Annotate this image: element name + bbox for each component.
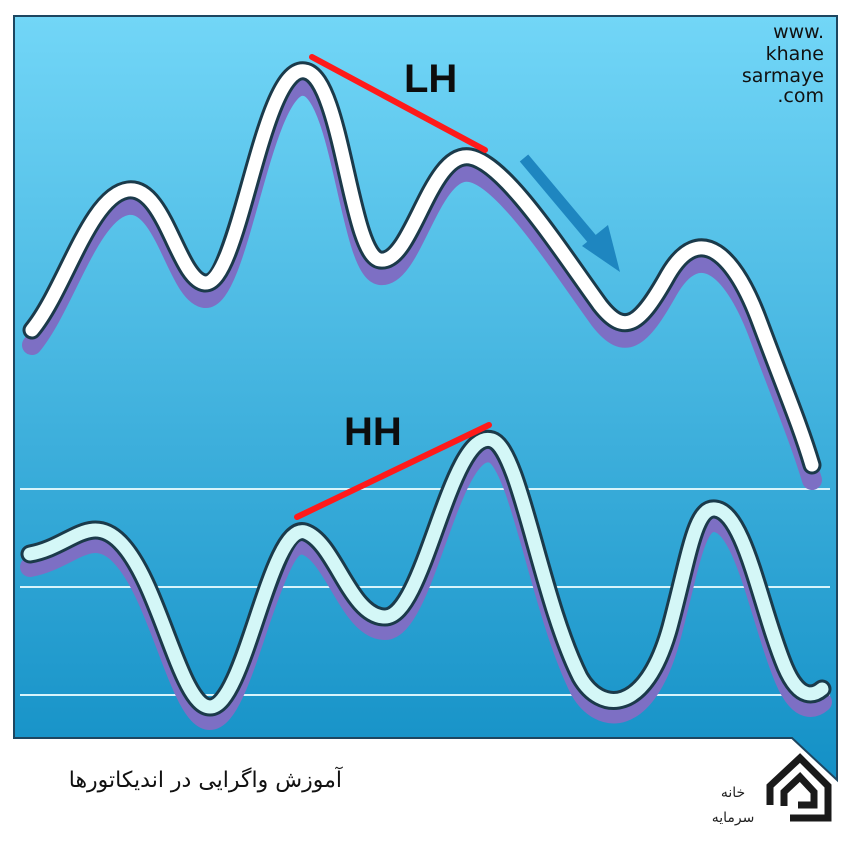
logo-text-bottom: سرمایه	[712, 810, 755, 826]
price-trend-line	[309, 54, 488, 153]
watermark-line-3: sarmaye	[742, 65, 824, 87]
downtrend-arrow-icon	[519, 154, 620, 272]
indicator-trend-line	[294, 422, 492, 520]
watermark-line-4: .com	[777, 85, 824, 107]
page-caption: آموزش واگرایی در اندیکاتورها	[68, 768, 342, 793]
watermark-line-2: khane	[766, 43, 824, 65]
indicator-line	[23, 433, 829, 714]
watermark-line-1: www.	[773, 21, 824, 43]
house-logo-icon	[766, 753, 832, 822]
chart-panel	[13, 15, 838, 783]
watermark: www. khane sarmaye .com	[742, 21, 824, 107]
price-line	[25, 64, 819, 472]
logo-text-top: خانه	[721, 785, 745, 801]
indicator-label-hh: HH	[344, 410, 402, 454]
price-label-lh: LH	[404, 57, 457, 101]
